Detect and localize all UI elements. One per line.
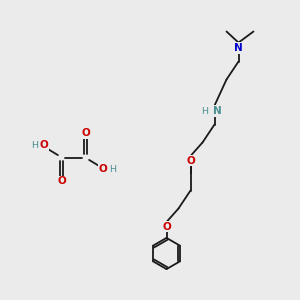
Text: O: O	[81, 128, 90, 139]
Text: N: N	[212, 106, 221, 116]
Text: O: O	[186, 155, 195, 166]
Text: H: H	[109, 165, 116, 174]
Text: H: H	[32, 141, 39, 150]
Text: N: N	[234, 43, 243, 53]
Text: H: H	[201, 106, 208, 116]
Text: O: O	[162, 221, 171, 232]
Text: O: O	[98, 164, 107, 175]
Text: O: O	[40, 140, 49, 151]
Text: O: O	[57, 176, 66, 187]
